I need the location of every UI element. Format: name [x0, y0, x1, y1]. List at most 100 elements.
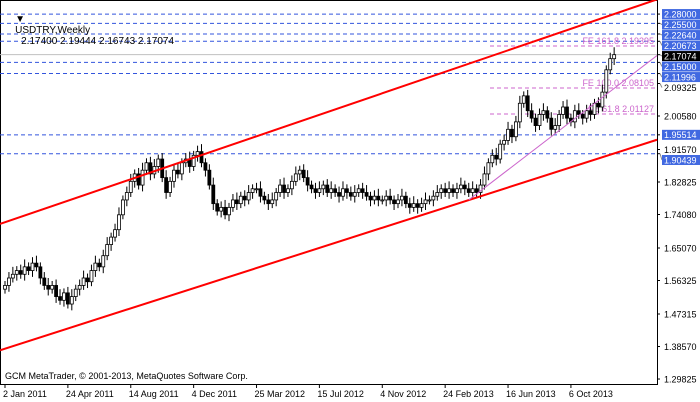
- candle: [545, 106, 550, 123]
- candle-body: [486, 162, 491, 175]
- candle: [266, 193, 271, 210]
- candle-body: [435, 192, 440, 197]
- candle: [447, 181, 451, 199]
- candle: [10, 266, 15, 283]
- candle: [34, 255, 39, 272]
- candle-body: [458, 184, 463, 190]
- candle-body: [553, 125, 558, 130]
- y-tick-label: 2.20673: [664, 41, 697, 51]
- candle: [124, 186, 129, 207]
- candle-body: [407, 203, 412, 208]
- candle: [26, 262, 31, 276]
- y-tick-label: 1.82825: [664, 177, 697, 187]
- candle-body: [368, 195, 373, 201]
- candle: [65, 286, 70, 309]
- candle: [458, 177, 463, 194]
- x-tick-label: 4 Nov 2012: [380, 389, 426, 399]
- candle-body: [101, 255, 106, 268]
- candle: [549, 112, 554, 136]
- candle-body: [301, 169, 306, 179]
- candle: [234, 192, 239, 210]
- candle: [258, 181, 263, 203]
- candle-body: [356, 188, 361, 193]
- candle-body: [470, 188, 475, 193]
- candle: [85, 273, 90, 289]
- candle-body: [341, 188, 345, 197]
- candle: [238, 191, 243, 209]
- candle-body: [207, 169, 212, 186]
- candle-body: [455, 188, 459, 193]
- candle-body: [561, 106, 565, 115]
- candle: [612, 47, 617, 65]
- candle-body: [282, 184, 286, 193]
- candle-body: [529, 110, 534, 119]
- y-tick-label-bg: [662, 40, 700, 51]
- x-tick-label: 4 Dec 2011: [192, 389, 237, 399]
- candle-body: [580, 114, 585, 119]
- y-tick-label-bg: [662, 72, 700, 83]
- candle-body: [517, 102, 522, 123]
- candle-body: [89, 270, 94, 283]
- candle: [364, 185, 369, 201]
- y-tick-label: 1.65070: [664, 243, 697, 253]
- candle-body: [3, 285, 7, 290]
- candle: [517, 95, 522, 129]
- candle-body: [447, 188, 451, 193]
- candle: [203, 158, 208, 177]
- candle: [345, 184, 349, 199]
- candle-body: [10, 273, 15, 279]
- y-tick-label: 1.91570: [664, 145, 697, 155]
- candle-body: [360, 188, 365, 193]
- candle: [455, 182, 459, 199]
- candle-body: [227, 206, 231, 216]
- candle: [474, 184, 479, 197]
- candle: [592, 98, 597, 119]
- candle-body: [600, 91, 605, 108]
- candle: [510, 124, 514, 144]
- candle: [341, 181, 345, 201]
- y-tick-label-bg: [662, 129, 700, 140]
- candle-body: [462, 184, 467, 190]
- y-tick-label: 1.90439: [664, 155, 697, 165]
- y-tick-label: 2.09325: [664, 83, 697, 93]
- candle-body: [274, 192, 279, 201]
- fibo-trendline: [468, 55, 658, 201]
- candle-body: [352, 192, 357, 197]
- candle-body: [38, 266, 43, 279]
- candle-body: [148, 162, 153, 175]
- candle: [427, 195, 432, 205]
- y-tick-label: 1.38570: [664, 342, 697, 352]
- candle: [348, 186, 353, 201]
- candle: [572, 104, 577, 129]
- candle: [121, 195, 125, 220]
- candle: [384, 190, 389, 207]
- candle: [113, 223, 117, 242]
- candle-body: [14, 270, 19, 275]
- x-tick-label: 25 Mar 2012: [255, 389, 306, 399]
- y-tick-label-bg: [662, 61, 700, 72]
- candle: [380, 195, 385, 205]
- candle: [396, 193, 400, 209]
- candle: [392, 195, 396, 210]
- triangle-down-icon[interactable]: ▼: [15, 14, 26, 25]
- candle: [604, 65, 609, 99]
- candle-body: [128, 180, 133, 193]
- candle-body: [541, 110, 546, 115]
- candle: [297, 165, 302, 181]
- y-tick-label: 1.47315: [664, 309, 697, 319]
- candle-body: [557, 114, 562, 126]
- candle-body: [22, 266, 27, 275]
- candle-body: [144, 162, 149, 171]
- candle: [415, 199, 420, 214]
- candle: [608, 52, 613, 75]
- candle-body: [400, 195, 404, 201]
- candle-body: [156, 158, 161, 167]
- y-tick-label-bg: [662, 51, 700, 62]
- candle: [144, 158, 149, 175]
- y-tick-label: 2.00580: [664, 111, 697, 121]
- candle: [109, 232, 114, 251]
- candle: [81, 270, 86, 290]
- candle: [242, 190, 247, 207]
